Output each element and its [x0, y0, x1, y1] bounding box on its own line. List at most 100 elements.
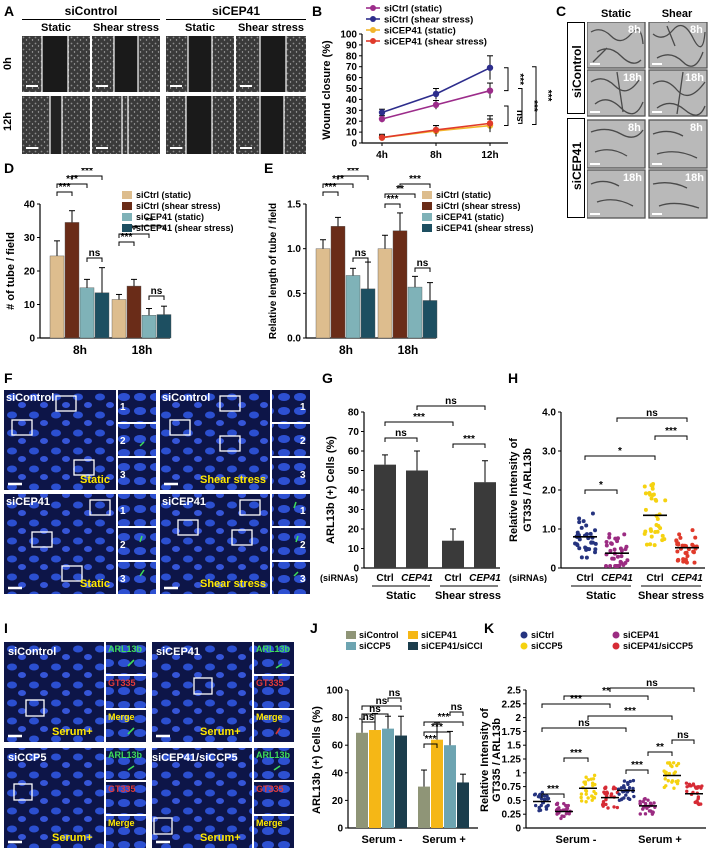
- d-sig-a-sig-label: ***: [59, 182, 71, 193]
- h-sig-a-bracket: [584, 489, 618, 494]
- d-y-tick-label: 20: [24, 267, 36, 278]
- d-y-title: # of tube / field: [5, 232, 17, 310]
- h-data-point: [623, 547, 628, 552]
- panel-h-label: H: [508, 370, 519, 386]
- j-bar: [395, 735, 407, 828]
- c-time-8h-3: 8h: [628, 122, 641, 134]
- h-data-point: [677, 532, 682, 537]
- b-y-tick-label: 50: [346, 84, 358, 95]
- j-sig-c-bracket: [361, 705, 402, 710]
- chart-k: 0 0.25 0.5 0.75 1 1.25 1.5 1.75 2 2.25 2.5 Relative…: [480, 630, 706, 846]
- k-data-point: [663, 777, 667, 781]
- a-row-0h: 0h: [2, 57, 14, 70]
- d-bar: [156, 314, 172, 339]
- g-sig-c-bracket: [452, 443, 486, 448]
- h-data-point: [584, 532, 589, 537]
- h-data-point: [642, 484, 647, 489]
- h-data-point: [622, 532, 627, 537]
- h-y-title-2: GT335 / ARL13b: [522, 448, 534, 532]
- k-data-point: [543, 797, 547, 802]
- g-y-tick-label: 30: [348, 505, 360, 516]
- k-sig-7-sig-label: ***: [624, 706, 636, 717]
- k-data-point: [601, 799, 606, 804]
- h-data-point: [607, 535, 612, 540]
- h-data-point: [587, 547, 592, 552]
- j-sig-b-bracket: [423, 731, 451, 736]
- k-sig-10-bracket: [609, 687, 695, 692]
- k-data-point: [647, 809, 652, 813]
- k-data-point: [589, 777, 593, 781]
- k-data-point: [631, 778, 636, 783]
- k-data-point: [664, 784, 668, 788]
- j-y-tick-label: 100: [326, 686, 343, 697]
- k-sig-6-sig-label: ns: [578, 718, 590, 729]
- g-x-tick-label: Ctrl: [376, 573, 393, 584]
- d-sig-d-bracket: [148, 295, 165, 300]
- e-sig-b-bracket: [384, 193, 416, 198]
- k-data-point: [586, 796, 590, 800]
- b-sig2-sig-label: ns: [514, 110, 525, 122]
- k-data-point: [695, 799, 699, 803]
- b-x-tick-label: 12h: [481, 150, 498, 161]
- i-label-siccp5: siCCP5: [8, 752, 47, 764]
- f-label-shear-2: Shear stress: [200, 578, 267, 590]
- h-data-point: [682, 543, 687, 548]
- h-sig-b-sig-label: *: [618, 446, 622, 457]
- k-legend-marker: [612, 631, 620, 639]
- d-x-tick-label: 18h: [132, 343, 153, 357]
- j-sig-b-bracket: [361, 713, 389, 718]
- i-serum-3: Serum+: [52, 832, 93, 844]
- f-inset-2d: 2: [300, 540, 306, 551]
- k-data-point: [583, 782, 588, 786]
- k-data-point: [533, 803, 538, 808]
- h-x-tick-label: Ctrl: [646, 573, 663, 584]
- i-label-sicontrol: siControl: [8, 646, 57, 658]
- b-data-point: [486, 87, 494, 94]
- c-time-8h-1: 8h: [628, 24, 641, 36]
- d-sig-c-sig-label: ***: [81, 168, 93, 177]
- k-data-point: [546, 803, 550, 808]
- k-data-point: [667, 771, 672, 776]
- g-y-tick-label: 60: [348, 447, 360, 458]
- f-label-static-2: Static: [80, 578, 110, 590]
- d-sig-d-sig-label: ns: [151, 286, 163, 297]
- h-data-point: [652, 543, 657, 548]
- k-data-point: [652, 801, 656, 805]
- h-sig-c-bracket: [654, 435, 688, 440]
- k-data-point: [622, 784, 626, 788]
- k-data-point: [671, 761, 676, 765]
- a-col-shear-1: Shear stress: [92, 22, 160, 34]
- k-sig-4-bracket: [647, 751, 673, 756]
- a-col-static-1: Static: [41, 22, 71, 34]
- panel-a-label: A: [4, 3, 15, 19]
- i-label-sicep41: siCEP41: [156, 646, 201, 658]
- k-data-point: [612, 805, 616, 809]
- b-data-point: [378, 109, 386, 116]
- d-legend-label: siCEP41 (static): [136, 212, 204, 222]
- k-sig-2-bracket: [563, 757, 589, 762]
- e-bar: [345, 275, 361, 339]
- j-sig-a-bracket: [361, 721, 376, 726]
- k-data-point: [538, 808, 543, 812]
- b-data-point: [432, 126, 440, 134]
- h-group-shear: Shear stress: [638, 590, 704, 602]
- k-data-point: [609, 794, 613, 798]
- h-data-point: [609, 541, 614, 546]
- h-x-tick-label: Ctrl: [576, 573, 593, 584]
- b-y-tick-label: 60: [346, 73, 358, 84]
- k-legend-label: siCEP41: [623, 630, 659, 640]
- k-data-point: [555, 807, 560, 811]
- h-y-tick-label: 3.0: [542, 447, 556, 458]
- k-data-point: [613, 786, 618, 791]
- b-sig4-bracket: [532, 66, 537, 125]
- k-data-point: [545, 797, 550, 801]
- g-x-tick-label: CEP41: [469, 573, 501, 584]
- a-wound-micrographs: [22, 36, 306, 154]
- k-y-tick-label: 0.75: [502, 782, 522, 793]
- k-legend-label: siCEP41/siCCP5: [623, 641, 693, 651]
- k-legend-marker: [520, 642, 528, 650]
- e-legend-swatch: [422, 224, 432, 232]
- k-data-point: [533, 792, 538, 796]
- h-data-point: [581, 519, 586, 524]
- e-sig-d-sig-label: ns: [355, 248, 367, 259]
